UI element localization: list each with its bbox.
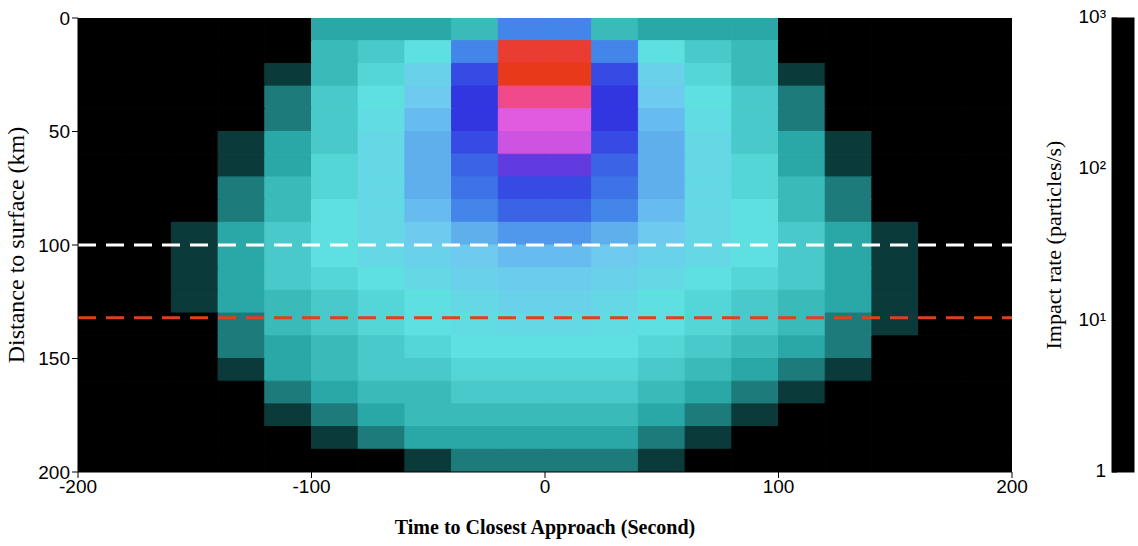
- svg-text:1: 1: [1095, 460, 1106, 481]
- svg-text:10²: 10²: [1079, 157, 1106, 178]
- svg-text:10³: 10³: [1079, 6, 1106, 27]
- svg-text:200: 200: [38, 462, 70, 483]
- html-text:Time to Closest Approach (Seco: Time to Closest Approach (Second): [394, 516, 696, 538]
- svg-text:150: 150: [38, 348, 70, 369]
- svg-text:10¹: 10¹: [1079, 309, 1106, 330]
- svg-text:0: 0: [540, 476, 551, 497]
- svg-text:200: 200: [996, 476, 1028, 497]
- html-text:Distance to surface (km): Distance to surface (km): [2, 126, 29, 364]
- svg-text:0: 0: [59, 8, 70, 29]
- svg-text:100: 100: [763, 476, 795, 497]
- svg-text:100: 100: [38, 235, 70, 256]
- svg-text:Impact rate (particles/s): Impact rate (particles/s): [1041, 141, 1066, 350]
- svg-text:-200: -200: [59, 476, 97, 498]
- svg-text:-100: -100: [292, 476, 330, 497]
- svg-text:50: 50: [49, 121, 70, 142]
